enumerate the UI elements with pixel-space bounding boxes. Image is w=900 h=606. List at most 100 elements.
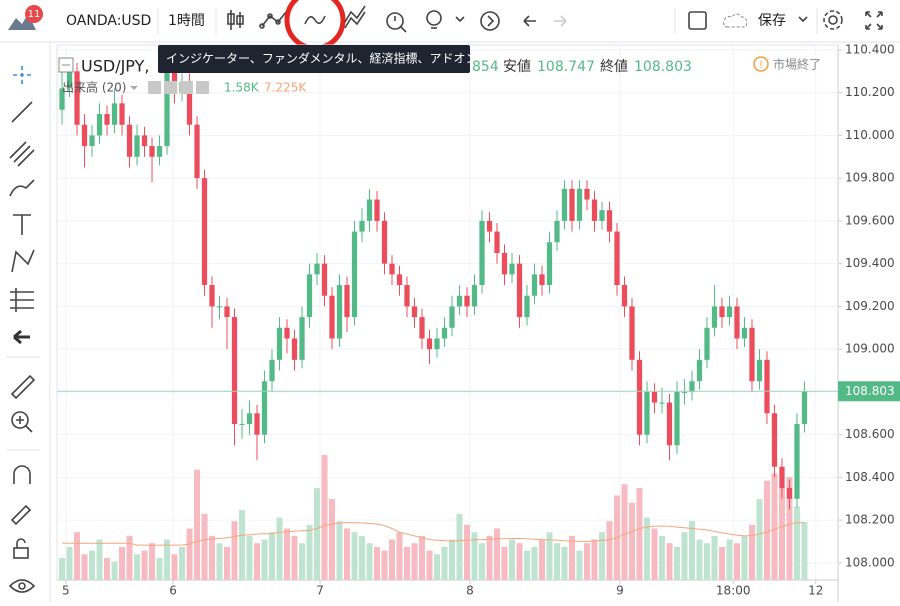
- volume-bar: [688, 521, 695, 580]
- candle-body: [554, 220, 560, 243]
- volume-bar: [733, 543, 740, 580]
- back-tool[interactable]: [13, 329, 30, 345]
- legend-close-label: 終値: [600, 59, 628, 75]
- volume-bar: [119, 546, 126, 580]
- volume-bar: [336, 521, 343, 580]
- add-button[interactable]: [180, 81, 193, 94]
- volume-bar: [74, 532, 81, 580]
- volume-bar: [276, 517, 283, 580]
- save-menu[interactable]: [798, 16, 808, 23]
- last-price-label: 108.803: [845, 384, 895, 398]
- candle-body: [456, 295, 463, 307]
- visibility-tool[interactable]: [8, 579, 36, 593]
- volume-bar: [231, 521, 238, 580]
- volume-bar: [651, 528, 658, 580]
- candle-body: [209, 285, 215, 307]
- candle-body: [426, 338, 433, 350]
- top-toolbar: [0, 0, 900, 42]
- fib-tool[interactable]: [9, 141, 35, 167]
- replay-button[interactable]: [480, 11, 500, 31]
- save-button[interactable]: 保存: [758, 13, 786, 29]
- candle-body: [419, 317, 425, 339]
- volume-bar: [763, 480, 770, 580]
- candle-body: [111, 103, 118, 125]
- volume-bar: [344, 528, 351, 580]
- interval-button[interactable]: 1時間: [168, 13, 205, 29]
- volume-bar: [696, 539, 703, 580]
- y-tick-label: 108.600: [845, 427, 895, 441]
- candle-body: [89, 135, 95, 147]
- candle-body: [164, 71, 170, 147]
- indicators-button[interactable]: [304, 15, 326, 25]
- candle-body: [794, 423, 800, 499]
- volume-bar: [141, 550, 148, 580]
- volume-bar: [493, 528, 500, 580]
- settings-button[interactable]: [823, 10, 843, 30]
- volume-bar: [299, 543, 306, 580]
- candle-body: [201, 178, 208, 286]
- candle-body: [66, 71, 73, 89]
- volume-bar: [441, 546, 448, 580]
- settings-button[interactable]: [164, 81, 177, 94]
- undo-button[interactable]: [523, 15, 536, 27]
- symbol-title: USD/JPY,: [81, 57, 149, 76]
- volume-bar: [711, 535, 718, 580]
- compare-button[interactable]: [259, 11, 287, 29]
- x-tick-label: 5: [62, 584, 70, 598]
- last-price-tag: [838, 381, 900, 402]
- candle-body: [104, 114, 110, 125]
- alert-button[interactable]: [386, 12, 407, 33]
- volume-bar: [778, 488, 785, 580]
- eye-button[interactable]: [148, 81, 161, 94]
- candle-body: [149, 146, 155, 157]
- symbol-button[interactable]: OANDA:USD: [66, 13, 151, 29]
- candle-body: [381, 220, 388, 264]
- ideas-button[interactable]: [426, 10, 465, 29]
- candle-body: [614, 231, 620, 286]
- pattern-tool[interactable]: [11, 249, 35, 273]
- legend-low-label: 安値: [503, 59, 531, 75]
- zoom-tool[interactable]: [11, 411, 33, 433]
- candle-body: [501, 252, 508, 275]
- volume-bar: [179, 546, 186, 580]
- candle-body: [591, 199, 598, 221]
- volume-menu[interactable]: [130, 86, 138, 90]
- chart-style-button[interactable]: [227, 10, 244, 30]
- brush-tool[interactable]: [9, 179, 35, 197]
- volume-title: 出来高 (20): [62, 80, 126, 95]
- redo-button[interactable]: [554, 15, 567, 27]
- candle-body: [659, 402, 665, 404]
- fullscreen-button[interactable]: [865, 11, 883, 30]
- candle-body: [269, 359, 275, 382]
- volume-bar: [568, 535, 575, 580]
- templates-button[interactable]: [344, 5, 366, 29]
- ruler-tool[interactable]: [10, 374, 36, 400]
- volume-bar: [104, 557, 111, 580]
- candle-body: [411, 306, 418, 318]
- lock-draw-tool[interactable]: [10, 504, 32, 526]
- text-tool[interactable]: [13, 214, 31, 235]
- candle-body: [216, 306, 223, 308]
- volume-bar: [389, 539, 396, 580]
- volume-bar: [194, 469, 201, 580]
- volume-bar: [126, 535, 133, 580]
- crosshair-tool[interactable]: [13, 66, 31, 84]
- measure-tool[interactable]: [10, 288, 34, 312]
- line-tool[interactable]: [11, 101, 33, 123]
- candle-body: [359, 220, 365, 232]
- lock-tool[interactable]: [13, 538, 29, 559]
- candle-body: [314, 263, 320, 275]
- layout-button[interactable]: [688, 11, 707, 30]
- candle-body: [306, 274, 313, 318]
- volume-bar: [254, 543, 261, 580]
- candle-body: [374, 199, 380, 221]
- y-tick-label: 109.800: [845, 171, 895, 185]
- candle-body: [674, 391, 680, 446]
- volume-bar: [508, 539, 515, 580]
- remove-button[interactable]: [196, 81, 209, 94]
- magnet-tool[interactable]: [13, 465, 31, 484]
- volume-bar: [501, 546, 508, 580]
- candle-body: [74, 71, 80, 125]
- candle-body: [404, 285, 410, 307]
- volume-bar: [583, 543, 590, 580]
